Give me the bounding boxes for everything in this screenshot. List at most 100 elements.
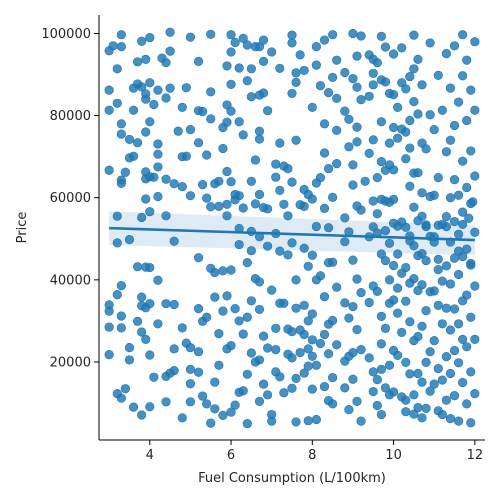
scatter-point: [259, 380, 268, 389]
scatter-point: [426, 39, 435, 48]
scatter-point: [113, 64, 122, 73]
scatter-point: [154, 192, 163, 201]
scatter-point: [324, 349, 333, 358]
scatter-point: [369, 387, 378, 396]
scatter-point: [462, 245, 471, 254]
scatter-point: [227, 80, 236, 89]
scatter-point: [418, 378, 427, 387]
scatter-point: [105, 350, 114, 359]
scatter-point: [426, 110, 435, 119]
scatter-point: [393, 134, 402, 143]
scatter-point: [223, 167, 232, 176]
scatter-point: [117, 130, 126, 139]
scatter-point: [194, 57, 203, 66]
scatter-point: [202, 151, 211, 160]
scatter-point: [414, 332, 423, 341]
scatter-point: [438, 376, 447, 385]
scatter-point: [239, 131, 248, 140]
scatter-point: [304, 362, 313, 371]
scatter-point: [235, 240, 244, 249]
scatter-point: [397, 328, 406, 337]
scatter-point: [324, 223, 333, 232]
scatter-point: [288, 384, 297, 393]
scatter-point: [105, 307, 114, 316]
scatter-point: [438, 106, 447, 115]
scatter-point: [389, 166, 398, 175]
scatter-point: [280, 200, 289, 209]
scatter-point: [401, 396, 410, 405]
scatter-point: [117, 281, 126, 290]
scatter-point: [263, 391, 272, 400]
scatter-point: [292, 418, 301, 427]
scatter-point: [446, 280, 455, 289]
scatter-point: [304, 262, 313, 271]
scatter-point: [369, 136, 378, 145]
scatter-point: [332, 126, 341, 135]
scatter-point: [369, 69, 378, 78]
scatter-point: [292, 78, 301, 87]
scatter-point: [442, 304, 451, 313]
scatter-point: [373, 173, 382, 182]
scatter-point: [332, 56, 341, 65]
scatter-point: [471, 37, 480, 46]
scatter-point: [320, 204, 329, 213]
scatter-point: [141, 335, 150, 344]
scatter-point: [345, 405, 354, 414]
scatter-point: [377, 32, 386, 41]
scatter-point: [389, 388, 398, 397]
scatter-point: [259, 332, 268, 341]
scatter-point: [353, 83, 362, 92]
scatter-point: [434, 173, 443, 182]
scatter-point: [154, 319, 163, 328]
scatter-point: [186, 365, 195, 374]
scatter-point: [418, 189, 427, 198]
scatter-point: [434, 255, 443, 264]
scatter-point: [369, 81, 378, 90]
scatter-point: [308, 336, 317, 345]
scatter-point: [349, 161, 358, 170]
scatter-point: [365, 298, 374, 307]
scatter-point: [125, 343, 134, 352]
scatter-point: [393, 103, 402, 112]
scatter-point: [267, 48, 276, 57]
scatter-point: [109, 42, 118, 51]
scatter-point: [113, 290, 122, 299]
scatter-point: [166, 84, 175, 93]
scatter-point: [438, 277, 447, 286]
scatter-point: [353, 123, 362, 132]
scatter-point: [288, 39, 297, 48]
scatter-point: [454, 359, 463, 368]
scatter-point: [255, 305, 264, 314]
scatter-point: [454, 247, 463, 256]
scatter-point: [263, 242, 272, 251]
scatter-point: [373, 287, 382, 296]
scatter-point: [280, 388, 289, 397]
scatter-point: [276, 139, 285, 148]
scatter-point: [113, 212, 122, 221]
scatter-point: [227, 341, 236, 350]
scatter-point: [271, 173, 280, 182]
x-tick-label: 4: [146, 448, 154, 463]
scatter-point: [117, 394, 126, 403]
y-axis-label: Price: [15, 212, 30, 244]
scatter-point: [105, 86, 114, 95]
scatter-point: [255, 356, 264, 365]
scatter-point: [454, 230, 463, 239]
scatter-point: [466, 261, 475, 270]
scatter-point: [255, 397, 264, 406]
scatter-point: [345, 314, 354, 323]
scatter-point: [462, 56, 471, 65]
scatter-point: [145, 117, 154, 126]
scatter-point: [442, 49, 451, 58]
scatter-point: [454, 191, 463, 200]
scatter-point: [117, 324, 126, 333]
scatter-point: [288, 239, 297, 248]
scatter-point: [145, 299, 154, 308]
scatter-point: [186, 343, 195, 352]
scatter-point: [280, 299, 289, 308]
scatter-point: [300, 330, 309, 339]
scatter-point: [166, 47, 175, 56]
scatter-point: [133, 58, 142, 67]
scatter-point: [141, 95, 150, 104]
scatter-point: [373, 401, 382, 410]
